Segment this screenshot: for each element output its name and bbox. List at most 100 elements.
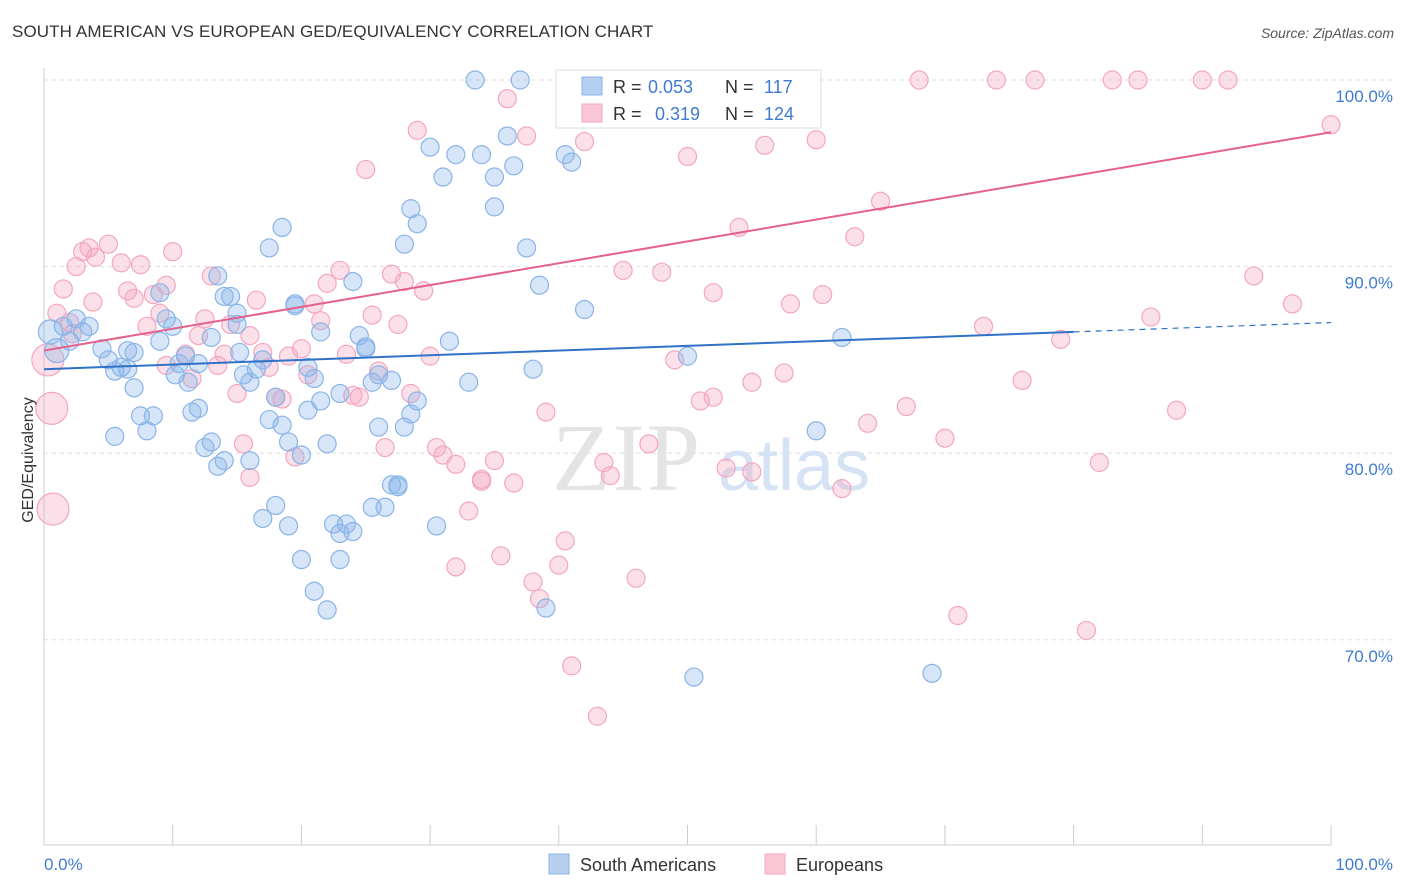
south-american-point	[529, 275, 550, 295]
european-point	[1102, 70, 1122, 90]
south-american-point	[555, 145, 575, 165]
european-point	[1012, 370, 1032, 391]
european-point	[536, 402, 556, 422]
south-american-point	[150, 283, 170, 303]
european-point	[201, 266, 221, 286]
european-point	[1321, 115, 1341, 135]
european-point	[755, 135, 775, 155]
legend-n-value-2: 124	[764, 104, 794, 124]
european-point	[401, 383, 421, 404]
european-point	[896, 396, 916, 417]
south-american-point	[221, 286, 241, 307]
european-point	[111, 253, 131, 273]
european-point	[517, 126, 537, 146]
european-point	[504, 473, 524, 493]
european-point	[375, 437, 395, 458]
south-american-point	[304, 368, 324, 389]
south-american-point	[317, 434, 337, 454]
south-american-point	[504, 156, 524, 176]
european-point	[1192, 70, 1212, 90]
european-point	[124, 288, 144, 308]
legend-n-label-2: N =	[725, 104, 754, 124]
south-american-point	[446, 145, 466, 165]
south-american-point	[343, 521, 363, 542]
european-point	[1051, 329, 1071, 349]
south-american-point	[298, 357, 318, 377]
south-americans-points	[37, 70, 942, 687]
south-american-point	[278, 432, 299, 452]
european-point	[1141, 307, 1161, 327]
european-point	[806, 130, 826, 150]
european-point	[574, 131, 595, 152]
legend-r-label-2: R =	[613, 104, 642, 124]
european-point	[742, 462, 762, 482]
south-american-point	[259, 238, 279, 258]
european-point	[549, 555, 569, 575]
south-american-point	[388, 475, 408, 495]
axes	[43, 68, 1332, 846]
watermark-atlas: atlas	[718, 426, 870, 506]
european-point	[246, 290, 266, 310]
south-american-point	[118, 340, 138, 361]
european-point	[780, 294, 801, 314]
series-legend: South Americans Europeans	[548, 853, 883, 875]
european-point	[233, 434, 254, 454]
south-american-point	[806, 421, 826, 441]
european-point	[156, 275, 176, 295]
european-point	[909, 70, 929, 90]
y-tick-label: 70.0%	[1345, 647, 1393, 666]
legend-r-value-2: 0.319	[655, 104, 700, 124]
european-point	[426, 437, 447, 458]
south-american-point	[291, 549, 311, 570]
european-point	[330, 260, 350, 280]
european-point	[446, 454, 466, 474]
south-american-point	[369, 417, 389, 437]
european-point	[336, 344, 357, 364]
y-tick-labels: 100.0% 90.0% 80.0% 70.0%	[1335, 87, 1393, 666]
european-point	[130, 255, 151, 275]
bottom-legend-europeans: Europeans	[796, 855, 883, 875]
european-point	[935, 428, 955, 448]
south-american-point	[266, 495, 286, 516]
south-americans-trend-extension	[1073, 321, 1332, 333]
european-point	[973, 316, 994, 336]
south-american-point	[426, 516, 447, 536]
south-american-point	[317, 600, 337, 620]
legend-r-label-1: R =	[613, 77, 642, 97]
europeans-points	[31, 70, 1341, 726]
south-american-point	[362, 497, 382, 517]
south-american-point	[420, 137, 440, 157]
european-point	[986, 70, 1006, 90]
european-point	[652, 262, 672, 282]
european-point	[716, 458, 736, 478]
european-point	[79, 238, 99, 258]
european-point	[240, 326, 260, 346]
european-point	[459, 501, 479, 521]
south-american-point	[381, 370, 402, 391]
european-point	[208, 355, 228, 376]
european-point	[317, 273, 337, 293]
european-point	[587, 706, 608, 726]
south-american-point	[381, 475, 402, 495]
european-point	[227, 383, 247, 404]
south-american-point	[253, 350, 273, 370]
source-label: Source: ZipAtlas.com	[1260, 25, 1394, 41]
south-american-point	[178, 372, 198, 392]
european-point	[703, 283, 723, 303]
european-point	[774, 363, 794, 383]
south-american-point	[311, 322, 331, 342]
european-point	[137, 316, 157, 336]
south-american-point	[394, 417, 414, 437]
south-american-point	[188, 398, 209, 418]
european-point	[813, 284, 833, 305]
y-axis-label: GED/Equivalency	[20, 397, 37, 522]
european-point	[1089, 452, 1109, 473]
south-american-point	[201, 432, 221, 452]
european-point	[356, 159, 376, 180]
european-point	[1282, 294, 1302, 314]
european-point	[742, 372, 762, 392]
x-tick-max: 100.0%	[1335, 855, 1393, 874]
south-american-point	[291, 445, 311, 465]
european-point	[845, 227, 865, 247]
south-american-point	[124, 342, 144, 363]
